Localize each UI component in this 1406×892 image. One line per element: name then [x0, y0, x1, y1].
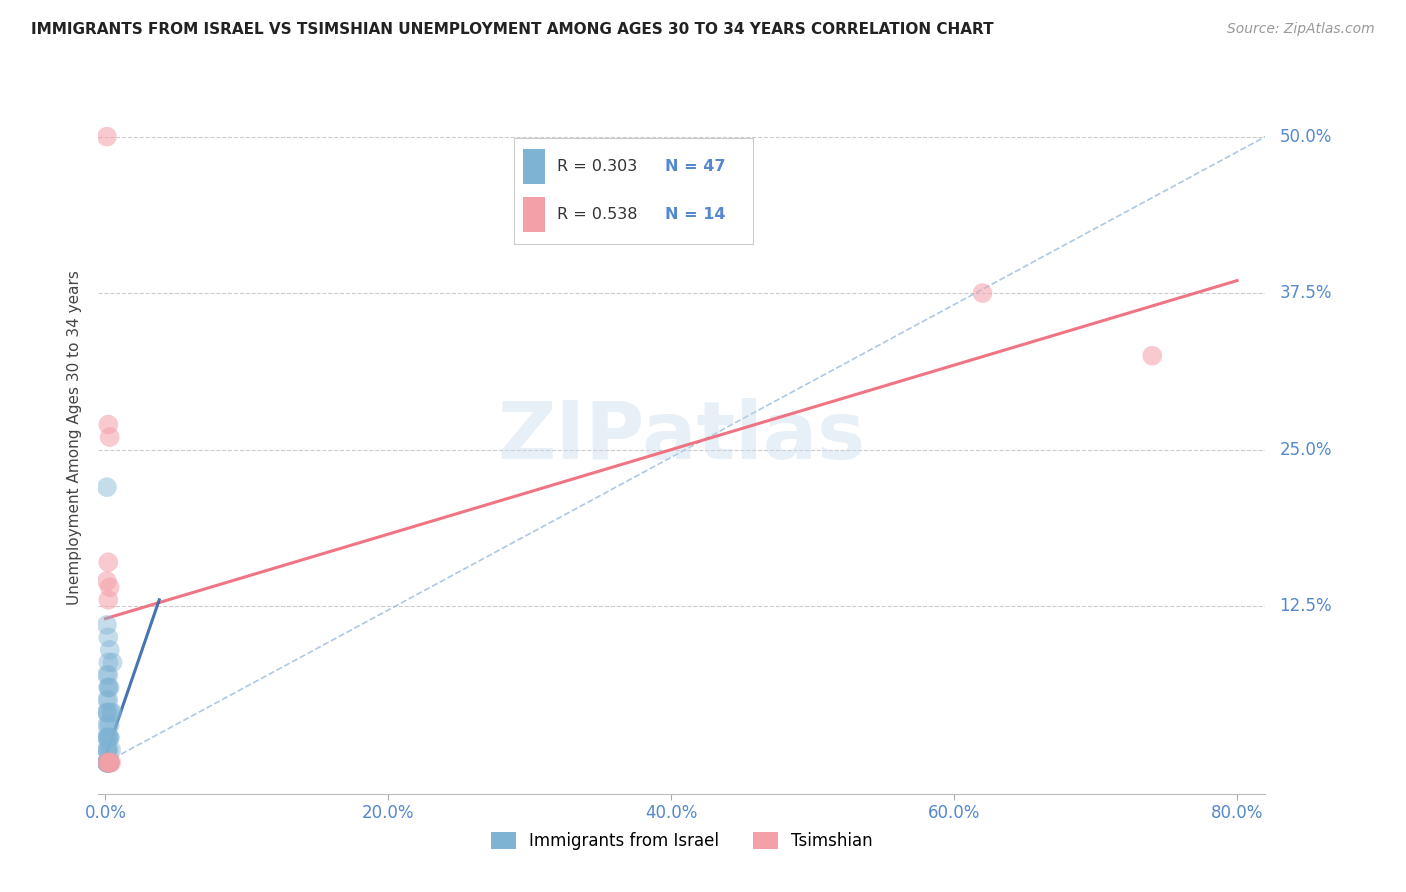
Point — [97, 417, 120, 432]
Point — [96, 743, 118, 757]
FancyBboxPatch shape — [523, 196, 546, 232]
Point — [97, 656, 120, 670]
Point — [97, 731, 120, 745]
Point — [98, 643, 121, 657]
Text: ZIPatlas: ZIPatlas — [498, 398, 866, 476]
Point — [97, 743, 120, 757]
Point — [98, 756, 121, 770]
Point — [98, 756, 121, 770]
Point — [98, 756, 121, 770]
Point — [98, 718, 121, 732]
Point — [96, 756, 118, 770]
Point — [96, 693, 118, 707]
Point — [96, 480, 118, 494]
Text: R = 0.538: R = 0.538 — [557, 207, 637, 221]
Point — [96, 756, 118, 770]
Legend: Immigrants from Israel, Tsimshian: Immigrants from Israel, Tsimshian — [485, 825, 879, 857]
Point — [98, 756, 121, 770]
Point — [96, 731, 118, 745]
Point — [972, 286, 994, 301]
Point — [97, 743, 120, 757]
Point — [96, 756, 118, 770]
Point — [97, 756, 120, 770]
Text: 25.0%: 25.0% — [1279, 441, 1331, 458]
Text: N = 47: N = 47 — [665, 159, 725, 174]
Point — [96, 574, 118, 588]
Point — [96, 756, 118, 770]
Point — [97, 756, 120, 770]
Point — [98, 731, 121, 745]
Point — [96, 668, 118, 682]
Text: 12.5%: 12.5% — [1279, 597, 1331, 615]
Point — [97, 668, 120, 682]
Point — [96, 756, 118, 770]
Point — [96, 618, 118, 632]
Point — [97, 718, 120, 732]
Point — [100, 706, 122, 720]
Point — [96, 129, 118, 144]
Point — [96, 731, 118, 745]
Point — [101, 656, 124, 670]
Point — [97, 756, 120, 770]
Point — [97, 681, 120, 695]
Point — [97, 706, 120, 720]
Text: R = 0.303: R = 0.303 — [557, 159, 637, 174]
FancyBboxPatch shape — [523, 149, 546, 184]
Point — [97, 592, 120, 607]
Text: N = 14: N = 14 — [665, 207, 725, 221]
Point — [97, 756, 120, 770]
Point — [97, 631, 120, 645]
Point — [96, 756, 118, 770]
Y-axis label: Unemployment Among Ages 30 to 34 years: Unemployment Among Ages 30 to 34 years — [66, 269, 82, 605]
Point — [98, 731, 121, 745]
Point — [1142, 349, 1164, 363]
Point — [97, 756, 120, 770]
Point — [96, 743, 118, 757]
Point — [97, 693, 120, 707]
Point — [101, 706, 124, 720]
Point — [98, 756, 121, 770]
Point — [96, 756, 118, 770]
Point — [97, 681, 120, 695]
Point — [96, 706, 118, 720]
Point — [97, 731, 120, 745]
Point — [97, 555, 120, 569]
Point — [96, 718, 118, 732]
Point — [97, 756, 120, 770]
Point — [98, 681, 121, 695]
Text: 37.5%: 37.5% — [1279, 285, 1331, 302]
Text: IMMIGRANTS FROM ISRAEL VS TSIMSHIAN UNEMPLOYMENT AMONG AGES 30 TO 34 YEARS CORRE: IMMIGRANTS FROM ISRAEL VS TSIMSHIAN UNEM… — [31, 22, 994, 37]
Point — [97, 756, 120, 770]
Point — [98, 580, 121, 594]
Point — [96, 706, 118, 720]
Point — [100, 743, 122, 757]
Text: 50.0%: 50.0% — [1279, 128, 1331, 145]
Point — [100, 756, 122, 770]
Text: Source: ZipAtlas.com: Source: ZipAtlas.com — [1227, 22, 1375, 37]
Point — [98, 430, 121, 444]
